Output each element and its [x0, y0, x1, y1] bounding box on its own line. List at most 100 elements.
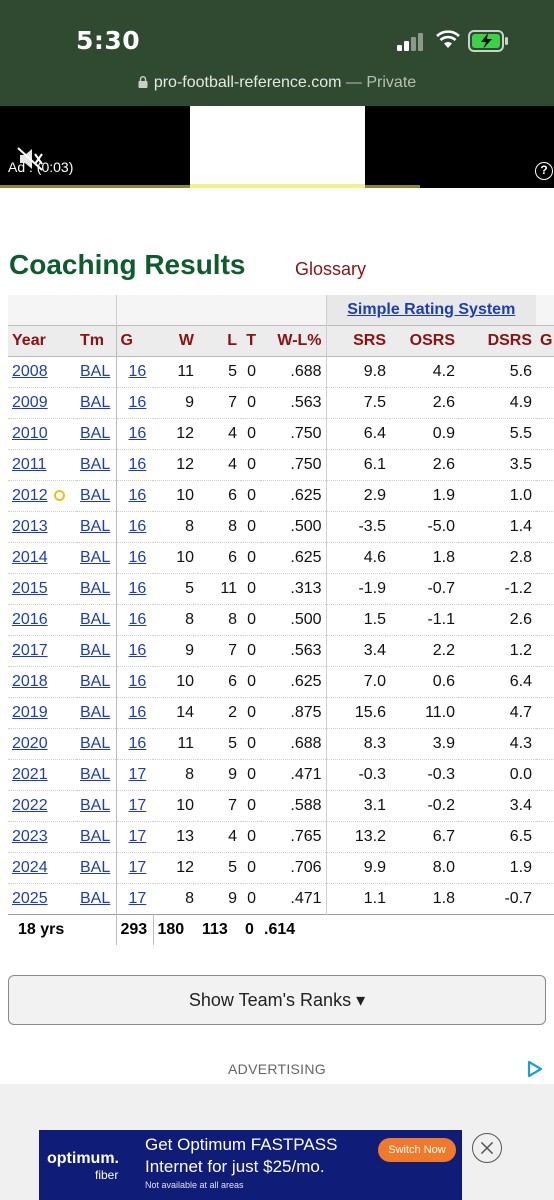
column-header[interactable]: G: [115, 324, 153, 357]
video-ad[interactable]: Ad : (0:03) ?: [0, 106, 554, 188]
games-link[interactable]: 16: [128, 548, 147, 566]
year-link-cell[interactable]: 2017: [8, 635, 76, 667]
team-link-cell[interactable]: BAL: [76, 666, 116, 698]
optimum-banner-ad[interactable]: optimum. fiber Get Optimum FASTPASS Inte…: [39, 1130, 462, 1200]
team-link-cell[interactable]: BAL: [76, 635, 116, 667]
year-link[interactable]: 2017: [12, 641, 48, 659]
games-link[interactable]: 16: [128, 486, 147, 504]
year-link[interactable]: 2008: [12, 362, 48, 380]
team-link[interactable]: BAL: [80, 734, 111, 752]
column-header[interactable]: T: [241, 324, 260, 357]
adchoices-icon[interactable]: [526, 1060, 544, 1078]
year-link[interactable]: 2018: [12, 672, 48, 690]
team-link[interactable]: BAL: [80, 424, 111, 442]
help-icon[interactable]: ?: [535, 162, 553, 180]
team-link[interactable]: BAL: [80, 703, 111, 721]
ad-cta-button[interactable]: Switch Now: [378, 1138, 456, 1162]
team-link[interactable]: BAL: [80, 455, 111, 473]
games-link[interactable]: 16: [128, 424, 147, 442]
year-link[interactable]: 2019: [12, 703, 48, 721]
team-link[interactable]: BAL: [80, 641, 111, 659]
games-link[interactable]: 16: [128, 455, 147, 473]
team-link-cell[interactable]: BAL: [76, 604, 116, 636]
column-header[interactable]: W-L%: [260, 324, 327, 357]
team-link-cell[interactable]: BAL: [76, 449, 116, 481]
games-link[interactable]: 17: [128, 796, 147, 814]
games-link-cell[interactable]: 17: [115, 883, 153, 915]
games-link-cell[interactable]: 16: [115, 449, 153, 481]
games-link[interactable]: 17: [128, 765, 147, 783]
year-link[interactable]: 2012: [12, 486, 48, 504]
games-link-cell[interactable]: 16: [115, 573, 153, 605]
year-link-cell[interactable]: 2016: [8, 604, 76, 636]
year-link-cell[interactable]: 2012: [8, 480, 76, 512]
year-link[interactable]: 2020: [12, 734, 48, 752]
year-link-cell[interactable]: 2019: [8, 697, 76, 729]
games-link-cell[interactable]: 17: [115, 852, 153, 884]
year-link-cell[interactable]: 2008: [8, 356, 76, 388]
year-link-cell[interactable]: 2021: [8, 759, 76, 791]
year-link[interactable]: 2011: [12, 455, 47, 473]
team-link-cell[interactable]: BAL: [76, 356, 116, 388]
column-header[interactable]: L: [198, 324, 241, 357]
year-link[interactable]: 2013: [12, 517, 48, 535]
close-icon[interactable]: [472, 1133, 502, 1163]
team-link-cell[interactable]: BAL: [76, 542, 116, 574]
team-link-cell[interactable]: BAL: [76, 387, 116, 419]
games-link[interactable]: 16: [128, 362, 147, 380]
glossary-link[interactable]: Glossary: [295, 259, 367, 279]
year-link[interactable]: 2016: [12, 610, 48, 628]
team-link-cell[interactable]: BAL: [76, 728, 116, 760]
year-link[interactable]: 2021: [12, 765, 48, 783]
year-link-cell[interactable]: 2022: [8, 790, 76, 822]
team-link[interactable]: BAL: [80, 579, 111, 597]
games-link[interactable]: 16: [128, 641, 147, 659]
games-link[interactable]: 16: [128, 734, 147, 752]
team-link-cell[interactable]: BAL: [76, 511, 116, 543]
year-link-cell[interactable]: 2011: [8, 449, 76, 481]
games-link-cell[interactable]: 16: [115, 604, 153, 636]
games-link-cell[interactable]: 17: [115, 821, 153, 853]
year-link[interactable]: 2010: [12, 424, 48, 442]
show-team-ranks-button[interactable]: Show Team's Ranks ▾: [8, 975, 546, 1025]
year-link-cell[interactable]: 2010: [8, 418, 76, 450]
year-link[interactable]: 2024: [12, 858, 48, 876]
team-link-cell[interactable]: BAL: [76, 883, 116, 915]
team-link[interactable]: BAL: [80, 517, 111, 535]
games-link[interactable]: 17: [128, 827, 147, 845]
column-header[interactable]: DSRS: [459, 324, 537, 357]
year-link-cell[interactable]: 2013: [8, 511, 76, 543]
games-link[interactable]: 16: [128, 517, 147, 535]
games-link[interactable]: 16: [128, 393, 147, 411]
year-link-cell[interactable]: 2023: [8, 821, 76, 853]
column-header[interactable]: G: [536, 324, 554, 357]
team-link[interactable]: BAL: [80, 796, 111, 814]
team-link-cell[interactable]: BAL: [76, 480, 116, 512]
games-link[interactable]: 16: [128, 703, 147, 721]
team-link[interactable]: BAL: [80, 889, 111, 907]
games-link[interactable]: 16: [128, 579, 147, 597]
year-link-cell[interactable]: 2024: [8, 852, 76, 884]
games-link-cell[interactable]: 16: [115, 418, 153, 450]
team-link-cell[interactable]: BAL: [76, 759, 116, 791]
games-link-cell[interactable]: 16: [115, 697, 153, 729]
team-link[interactable]: BAL: [80, 362, 111, 380]
team-link-cell[interactable]: BAL: [76, 697, 116, 729]
team-link[interactable]: BAL: [80, 827, 111, 845]
address-bar[interactable]: pro-football-reference.com — Private: [0, 74, 554, 92]
year-link-cell[interactable]: 2020: [8, 728, 76, 760]
games-link-cell[interactable]: 16: [115, 387, 153, 419]
team-link-cell[interactable]: BAL: [76, 790, 116, 822]
year-link[interactable]: 2022: [12, 796, 48, 814]
games-link-cell[interactable]: 17: [115, 790, 153, 822]
column-header[interactable]: Tm: [76, 324, 116, 357]
games-link-cell[interactable]: 16: [115, 542, 153, 574]
team-link[interactable]: BAL: [80, 486, 111, 504]
team-link-cell[interactable]: BAL: [76, 821, 116, 853]
games-link-cell[interactable]: 16: [115, 666, 153, 698]
team-link-cell[interactable]: BAL: [76, 852, 116, 884]
year-link-cell[interactable]: 2014: [8, 542, 76, 574]
year-link-cell[interactable]: 2018: [8, 666, 76, 698]
games-link[interactable]: 16: [128, 672, 147, 690]
year-link-cell[interactable]: 2015: [8, 573, 76, 605]
